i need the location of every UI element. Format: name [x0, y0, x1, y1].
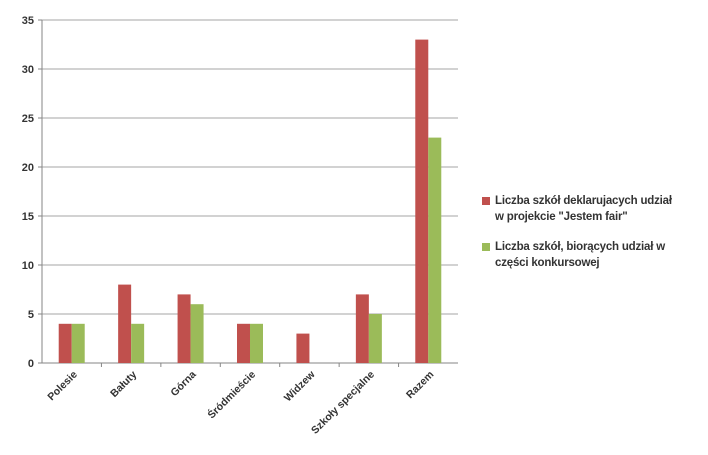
y-tick-label: 25 [22, 113, 34, 125]
bars-layer [58, 39, 442, 363]
bar-2-2 [131, 323, 145, 363]
bar-2-4 [250, 323, 263, 363]
bar-1-1 [58, 323, 72, 363]
bar-2-1 [71, 323, 85, 363]
legend-swatch-series-1 [482, 197, 490, 205]
legend-label-series-1-line-2: w projekcie "Jestem fair" [495, 211, 628, 223]
x-tick-label: Szkoły specjalne [309, 369, 377, 437]
x-tick-label: Razem [404, 369, 436, 401]
y-tick-label: 5 [28, 309, 34, 321]
bar-1-3 [177, 294, 191, 363]
bar-2-6 [368, 314, 382, 363]
legend-label-series-2-line-1: Liczba szkół, biorących udział w [495, 241, 665, 253]
bar-1-2 [118, 284, 132, 363]
x-tick-label: Górna [168, 369, 198, 399]
x-tick-label: Widzew [282, 368, 318, 404]
x-tick-labels: Polesie Bałuty Górna Śródmieście WidzewSzkoł… [45, 368, 436, 437]
legend-item-series-2: Liczba szkół, biorących udział w części … [482, 239, 704, 271]
y-tick-label: 20 [22, 162, 34, 174]
bar-1-4 [237, 323, 250, 363]
y-tick-labels: 0 5 10 15 20 25 30 35 [22, 15, 34, 370]
x-tick-label: Polesie [45, 369, 80, 404]
bar-2-3 [190, 304, 204, 363]
legend-item-series-1: Liczba szkół deklarujacych udział w proj… [482, 193, 704, 225]
axis-layer [38, 19, 458, 367]
y-tick-label: 30 [22, 64, 34, 76]
x-tick-label: Śródmieście [205, 368, 258, 421]
grid-layer [42, 19, 458, 315]
legend-label-series-1-line-1: Liczba szkół deklarujacych udział [495, 195, 672, 207]
y-tick-label: 15 [22, 211, 34, 223]
y-tick-label: 10 [22, 260, 34, 272]
bar-1-6 [355, 294, 369, 363]
x-tick-label: Bałuty [108, 369, 139, 400]
bar-1-7 [415, 39, 429, 363]
legend-label-series-2: Liczba szkół, biorących udział w części … [495, 239, 665, 271]
y-tick-label: 35 [22, 15, 34, 27]
legend: Liczba szkół deklarujacych udział w proj… [482, 193, 704, 285]
legend-swatch-series-2 [482, 243, 490, 251]
legend-label-series-2-line-2: części konkursowej [495, 257, 600, 269]
y-tick-label: 0 [28, 358, 34, 370]
bar-1-5 [296, 333, 310, 363]
legend-label-series-1: Liczba szkół deklarujacych udział w proj… [495, 193, 672, 225]
bar-2-7 [428, 137, 442, 363]
